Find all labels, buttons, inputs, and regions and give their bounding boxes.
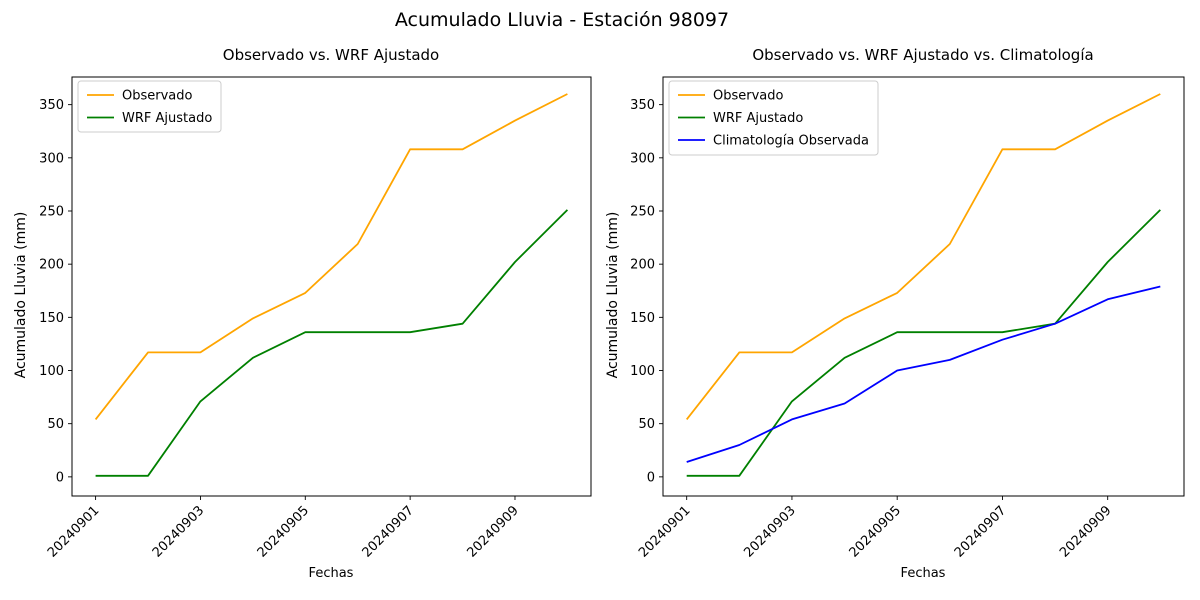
series-line-observado	[685, 93, 1161, 420]
series-line-wrf-ajustado	[95, 209, 569, 477]
y-tick-label: 100	[39, 364, 64, 379]
y-axis-label-right: Acumulado Lluvia (mm)	[605, 211, 621, 379]
y-tick-label: 150	[630, 311, 655, 326]
subplot-title-left: Observado vs. WRF Ajustado	[222, 46, 440, 64]
x-tick-label: 20240901	[636, 503, 693, 560]
legend-label: WRF Ajustado	[713, 111, 803, 126]
y-tick-label: 50	[638, 417, 655, 432]
y-tick-label: 250	[39, 204, 64, 219]
series-line-observado	[94, 93, 568, 420]
subplot-title-right: Observado vs. WRF Ajustado vs. Climatolo…	[752, 46, 1094, 64]
x-axis-label-right: Fechas	[900, 566, 946, 581]
y-tick-label: 200	[630, 258, 655, 273]
axes-frame	[71, 76, 592, 497]
y-tick-label: 0	[56, 470, 64, 485]
y-tick-label: 350	[39, 98, 64, 113]
x-tick-label: 20240907	[360, 503, 417, 560]
series-line-climatologia-observada	[686, 285, 1161, 463]
y-tick-label: 250	[630, 204, 655, 219]
y-tick-label: 0	[647, 470, 655, 485]
legend: Observado WRF Ajustado Climatología Observ…	[668, 80, 879, 156]
legend-label: Climatología Observada	[713, 134, 869, 149]
x-tick-label: 20240909	[464, 503, 521, 560]
y-tick-label: 200	[39, 258, 64, 273]
x-tick-label: 20240905	[255, 503, 312, 560]
legend-box	[77, 80, 222, 133]
x-tick-label: 20240901	[45, 503, 102, 560]
x-tick-label: 20240903	[741, 503, 798, 560]
subplot-left: 0 50 100 150 200 250 300 350 20240901 20240903 202…	[39, 76, 592, 561]
x-axis-label-left: Fechas	[308, 566, 354, 581]
x-tick-label: 20240905	[847, 503, 904, 560]
y-tick-label: 50	[47, 417, 64, 432]
legend-box	[668, 80, 879, 156]
figure-title: Acumulado Lluvia - Estación 98097	[394, 9, 730, 31]
y-tick-label: 100	[630, 364, 655, 379]
x-tick-label: 20240907	[952, 503, 1009, 560]
series-line-wrf-ajustado	[686, 209, 1161, 477]
x-tick-label: 20240909	[1057, 503, 1114, 560]
y-tick-label: 300	[39, 151, 64, 166]
x-tick-label: 20240903	[150, 503, 207, 560]
y-tick-label: 350	[630, 98, 655, 113]
axes-frame	[662, 76, 1185, 497]
y-tick-label: 150	[39, 311, 64, 326]
y-axis-label-left: Acumulado Lluvia (mm)	[13, 211, 29, 379]
legend-label: Observado	[122, 89, 193, 104]
subplot-right: 0 50 100 150 200 250 300 350 20240901 20240903 202…	[630, 76, 1185, 561]
legend-label: WRF Ajustado	[122, 111, 212, 126]
y-tick-label: 300	[630, 151, 655, 166]
legend: Observado WRF Ajustado	[77, 80, 222, 133]
legend-label: Observado	[713, 89, 784, 104]
